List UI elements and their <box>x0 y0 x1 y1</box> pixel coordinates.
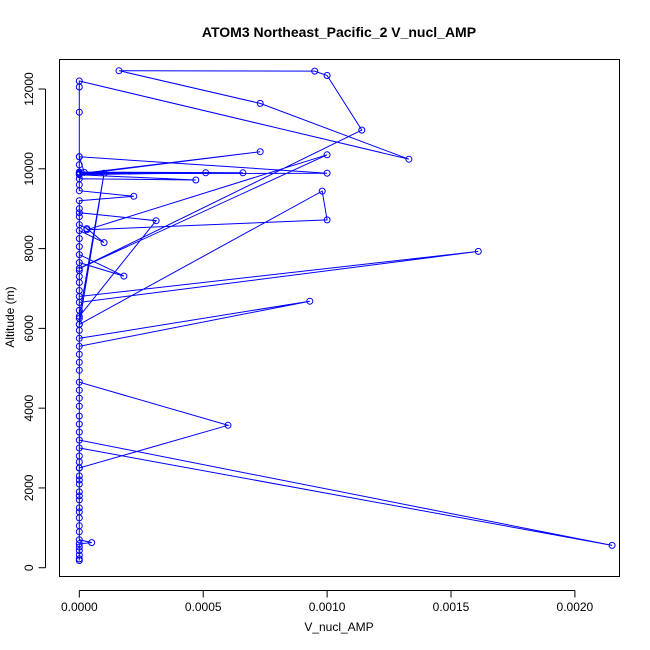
data-point <box>358 126 366 134</box>
data-point <box>75 492 83 500</box>
y-tick-label: 6000 <box>22 315 36 342</box>
data-point <box>192 176 200 184</box>
data-point <box>75 366 83 374</box>
data-point <box>75 496 83 504</box>
y-tick-label: 4000 <box>22 394 36 421</box>
data-point <box>75 412 83 420</box>
data-point <box>83 226 91 234</box>
y-tick-label: 10000 <box>22 152 36 186</box>
data-point <box>75 265 83 272</box>
data-point <box>75 358 83 366</box>
data-point <box>75 378 83 386</box>
data-point <box>75 153 83 161</box>
data-point <box>75 402 83 410</box>
data-point <box>75 551 83 559</box>
data-point <box>75 472 83 480</box>
data-point <box>75 320 83 328</box>
data-point <box>88 539 96 547</box>
x-axis-label: V_nucl_AMP <box>304 620 373 634</box>
data-point <box>75 108 83 116</box>
data-point <box>318 187 326 195</box>
data-point <box>100 169 108 177</box>
data-point <box>75 444 83 452</box>
data-point <box>311 67 319 75</box>
y-tick-label: 0 <box>22 564 36 571</box>
data-point <box>80 168 88 176</box>
data-point <box>75 464 83 472</box>
data-point <box>75 543 83 551</box>
x-tick-label: 0.0015 <box>433 600 470 614</box>
plot-area <box>75 67 616 564</box>
data-point <box>75 555 83 563</box>
data-point <box>75 209 83 217</box>
data-point <box>120 272 128 280</box>
data-point <box>405 155 413 163</box>
chart-title: ATOM3 Northeast_Pacific_2 V_nucl_AMP <box>202 24 476 40</box>
data-point <box>100 239 108 247</box>
data-point <box>75 504 83 512</box>
data-point <box>323 216 331 224</box>
data-point <box>75 235 83 243</box>
data-point <box>75 350 83 358</box>
data-point <box>306 297 314 305</box>
data-point <box>75 480 83 488</box>
data-point <box>323 169 331 177</box>
data-point <box>75 221 83 229</box>
x-tick-label: 0.0010 <box>309 600 346 614</box>
data-point <box>75 436 83 444</box>
data-point <box>75 161 83 169</box>
axes: 0.0000 0.0005 0.0010 0.0015 0.0020 0 2000 4000 6… <box>22 72 594 614</box>
data-point <box>608 541 616 549</box>
data-point <box>75 386 83 394</box>
data-point <box>75 394 83 402</box>
data-point <box>323 151 331 159</box>
data-point <box>224 421 232 429</box>
data-point <box>75 547 83 555</box>
data-point <box>75 428 83 436</box>
data-point <box>323 72 331 79</box>
y-axis-label: Altitude (m) <box>3 286 17 347</box>
data-point <box>239 169 247 177</box>
data-point <box>130 192 138 200</box>
plot-frame <box>59 59 620 577</box>
data-point <box>115 67 123 75</box>
y-tick-label: 12000 <box>22 72 36 106</box>
series-line <box>78 70 613 561</box>
data-point <box>75 488 83 496</box>
y-tick-label: 2000 <box>22 474 36 501</box>
data-point <box>75 267 83 274</box>
y-tick-label: 8000 <box>22 235 36 262</box>
data-point <box>75 508 83 516</box>
data-point <box>75 536 83 544</box>
data-point <box>474 247 482 255</box>
x-tick-label: 0.0020 <box>557 600 594 614</box>
data-point <box>75 287 83 294</box>
data-point <box>75 312 83 320</box>
data-point <box>75 77 83 85</box>
data-point <box>152 217 160 225</box>
data-point <box>75 251 83 259</box>
data-point <box>75 213 83 221</box>
data-point <box>75 522 83 530</box>
data-point <box>256 99 264 107</box>
data-point <box>202 169 210 177</box>
data-point <box>75 168 83 176</box>
data-point <box>75 420 83 428</box>
data-point <box>75 342 83 350</box>
data-point <box>75 205 83 213</box>
data-point <box>75 243 83 251</box>
data-point <box>256 148 264 156</box>
x-tick-label: 0.0000 <box>61 600 98 614</box>
data-point <box>75 452 83 460</box>
data-point <box>75 476 83 484</box>
data-point <box>75 334 83 342</box>
data-point <box>75 540 83 548</box>
data-point <box>75 197 83 205</box>
x-tick-label: 0.0005 <box>185 600 222 614</box>
